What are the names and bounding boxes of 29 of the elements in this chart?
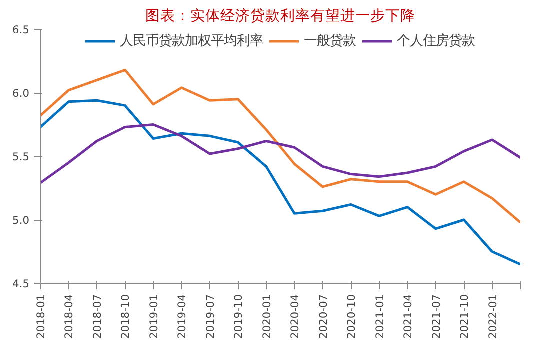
- x-tick-label: 2020-07: [316, 294, 330, 340]
- x-tick-label: 2020-04: [288, 294, 302, 340]
- legend-label: 个人住房贷款: [397, 32, 475, 50]
- x-tick-label: 2020-01: [260, 294, 274, 340]
- chart-title: 图表：实体经济贷款利率有望进一步下降: [146, 8, 416, 24]
- legend-label: 人民币贷款加权平均利率: [120, 32, 263, 50]
- x-tick-label: 2018-10: [119, 294, 132, 340]
- x-tick-label: 2019-01: [147, 294, 160, 340]
- y-tick-label: 5.0: [12, 214, 30, 227]
- x-tick-label: 2021-04: [402, 294, 415, 340]
- x-tick-label: 2021-07: [430, 294, 443, 340]
- x-tick-label: 2021-10: [458, 294, 472, 340]
- x-tick-label: 2019-04: [176, 294, 189, 340]
- x-tick-label: 2019-07: [204, 294, 217, 340]
- y-tick-label: 4.5: [12, 278, 30, 290]
- line-series: [40, 124, 520, 184]
- x-tick-label: 2020-10: [345, 294, 358, 340]
- y-tick-label: 6.5: [12, 24, 30, 36]
- x-tick-label: 2019-10: [232, 294, 246, 340]
- x-tick-label: 2018-07: [90, 294, 104, 340]
- x-tick-label: 2022-01: [486, 294, 500, 340]
- x-tick-label: 2018-04: [62, 294, 76, 340]
- x-tick-label: 2018-01: [34, 294, 48, 340]
- y-tick-label: 5.5: [12, 150, 30, 164]
- y-tick-label: 6.0: [12, 87, 30, 100]
- line-series: [40, 99, 520, 266]
- x-tick-label: 2021-01: [373, 294, 386, 340]
- line-series: [40, 68, 520, 224]
- legend-label: 一般贷款: [304, 33, 356, 50]
